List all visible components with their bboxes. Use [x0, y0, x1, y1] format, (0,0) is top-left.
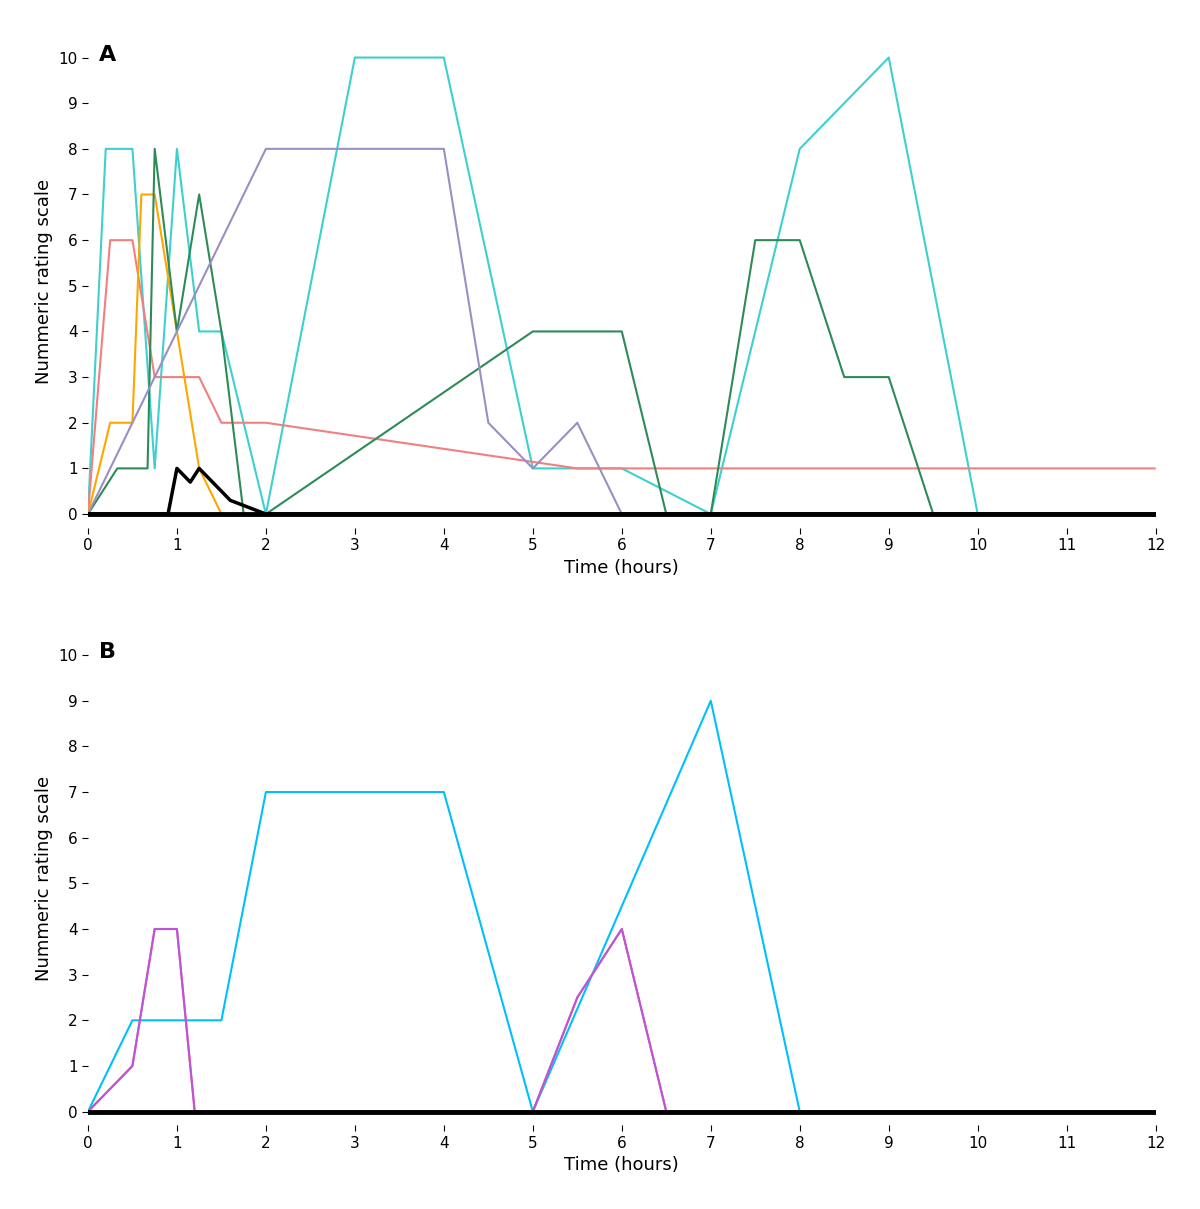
X-axis label: Time (hours): Time (hours) — [564, 559, 679, 577]
Y-axis label: Nummeric rating scale: Nummeric rating scale — [35, 179, 53, 383]
Y-axis label: Nummeric rating scale: Nummeric rating scale — [35, 776, 53, 982]
X-axis label: Time (hours): Time (hours) — [564, 1156, 679, 1174]
Text: A: A — [98, 45, 116, 64]
Text: B: B — [98, 642, 115, 663]
